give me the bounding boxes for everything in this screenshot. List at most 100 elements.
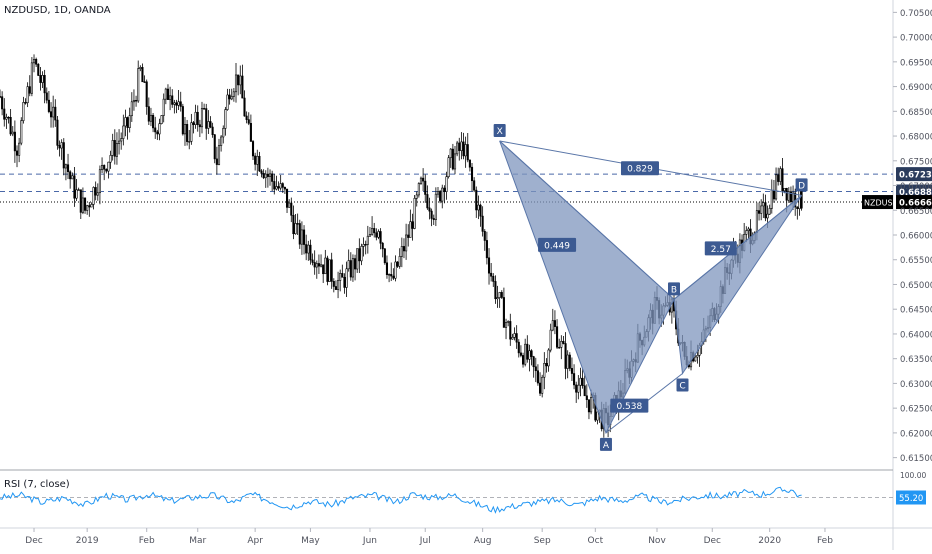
candle-body [494, 281, 497, 300]
pattern-point-d[interactable] [795, 178, 808, 192]
rsi-value-tag [896, 490, 926, 505]
candle-body [428, 207, 431, 212]
candle-body [245, 115, 248, 120]
bcd-triangle[interactable] [673, 195, 802, 375]
candle-body [186, 124, 189, 142]
ratio-box[interactable] [538, 237, 577, 252]
candle-body [143, 81, 146, 83]
ratio-box[interactable] [704, 241, 737, 256]
pattern-point-b[interactable] [668, 282, 681, 296]
candle-body [405, 234, 408, 252]
candle-body [69, 171, 72, 180]
pattern-point-label: C [679, 382, 685, 392]
candle-body [190, 122, 193, 142]
time-tick-label: Dec [25, 536, 42, 546]
candle-body [377, 231, 380, 238]
candle-body [152, 114, 155, 129]
candle-body [303, 229, 306, 245]
candle-body [224, 109, 227, 129]
candle-body [358, 248, 361, 262]
price-tick-label: 0.69500 [900, 58, 932, 68]
candle-body [487, 257, 491, 274]
candle-body [575, 384, 578, 393]
candle-body [500, 292, 503, 298]
candle-body [407, 234, 410, 238]
candle-body [347, 260, 350, 270]
candle-body [558, 346, 561, 349]
candle-body [1, 96, 4, 110]
candle-body [528, 350, 531, 360]
ratio-box[interactable] [610, 398, 649, 413]
candle-body [360, 246, 363, 262]
candle-body [160, 115, 163, 124]
candle-body [373, 228, 376, 234]
candle-body [139, 67, 142, 69]
candle-body [547, 349, 550, 367]
candle-body [120, 138, 123, 142]
candle-body [330, 259, 333, 282]
candle-body [519, 352, 522, 356]
ratio-label: 0.538 [616, 402, 642, 412]
candle-body [409, 221, 412, 238]
candle-body [566, 354, 569, 369]
time-tick-label: Feb [817, 536, 833, 546]
candle-body [5, 116, 8, 120]
candle-body [203, 108, 206, 110]
candle-body [105, 168, 108, 172]
time-tick-label: 2020 [758, 536, 781, 546]
candle-body [90, 204, 93, 208]
candle-body [436, 191, 440, 195]
candle-body [549, 329, 552, 351]
candle-body [354, 258, 357, 270]
candle-body [785, 187, 788, 201]
pattern-point-a[interactable] [599, 437, 612, 451]
candle-body [9, 117, 12, 135]
candle-body [466, 144, 469, 161]
ratio-box[interactable] [620, 161, 659, 176]
candle-body [573, 373, 576, 386]
candle-body [432, 218, 435, 220]
candle-body [141, 67, 144, 83]
candle-body [215, 158, 218, 165]
candle-body [483, 231, 486, 241]
rsi-line [0, 486, 802, 514]
pattern-point-x[interactable] [493, 124, 506, 137]
candle-body [322, 264, 325, 275]
candle-body [171, 95, 174, 105]
candle-body [71, 175, 74, 180]
candle-body [22, 102, 25, 121]
time-tick-label: Jul [419, 536, 431, 546]
candle-body [183, 124, 187, 135]
candle-body [217, 145, 221, 165]
candle-body [20, 120, 23, 144]
candle-body [481, 215, 484, 232]
candle-body [230, 96, 233, 100]
candle-body [28, 86, 31, 94]
candle-body [496, 297, 499, 300]
candle-body [258, 155, 261, 172]
candle-body [107, 161, 110, 172]
candle-body [334, 286, 337, 290]
candle-body [37, 63, 40, 76]
candle-body [35, 58, 38, 65]
candle-body [73, 175, 76, 199]
candle-body [292, 214, 295, 235]
candle-body [781, 168, 784, 192]
pattern-point-label: X [497, 127, 503, 137]
time-tick-label: Sep [534, 536, 551, 546]
price-tick-label: 0.69000 [900, 83, 932, 93]
pattern-point-c[interactable] [676, 378, 689, 392]
candle-body [498, 292, 501, 298]
candle-body [770, 189, 773, 209]
candle-body [24, 102, 27, 104]
candle-body [479, 204, 482, 217]
candle-body [101, 165, 104, 171]
candle-body [545, 362, 548, 367]
candle-body [345, 268, 348, 288]
harmonic-pattern[interactable]: X A B C D 0.829 0.449 2.57 0.538 [493, 124, 808, 451]
last-price-text: 0.66666 [899, 199, 932, 209]
candle-body [241, 75, 244, 99]
chart-title: NZDUSD, 1D, OANDA [4, 5, 111, 16]
